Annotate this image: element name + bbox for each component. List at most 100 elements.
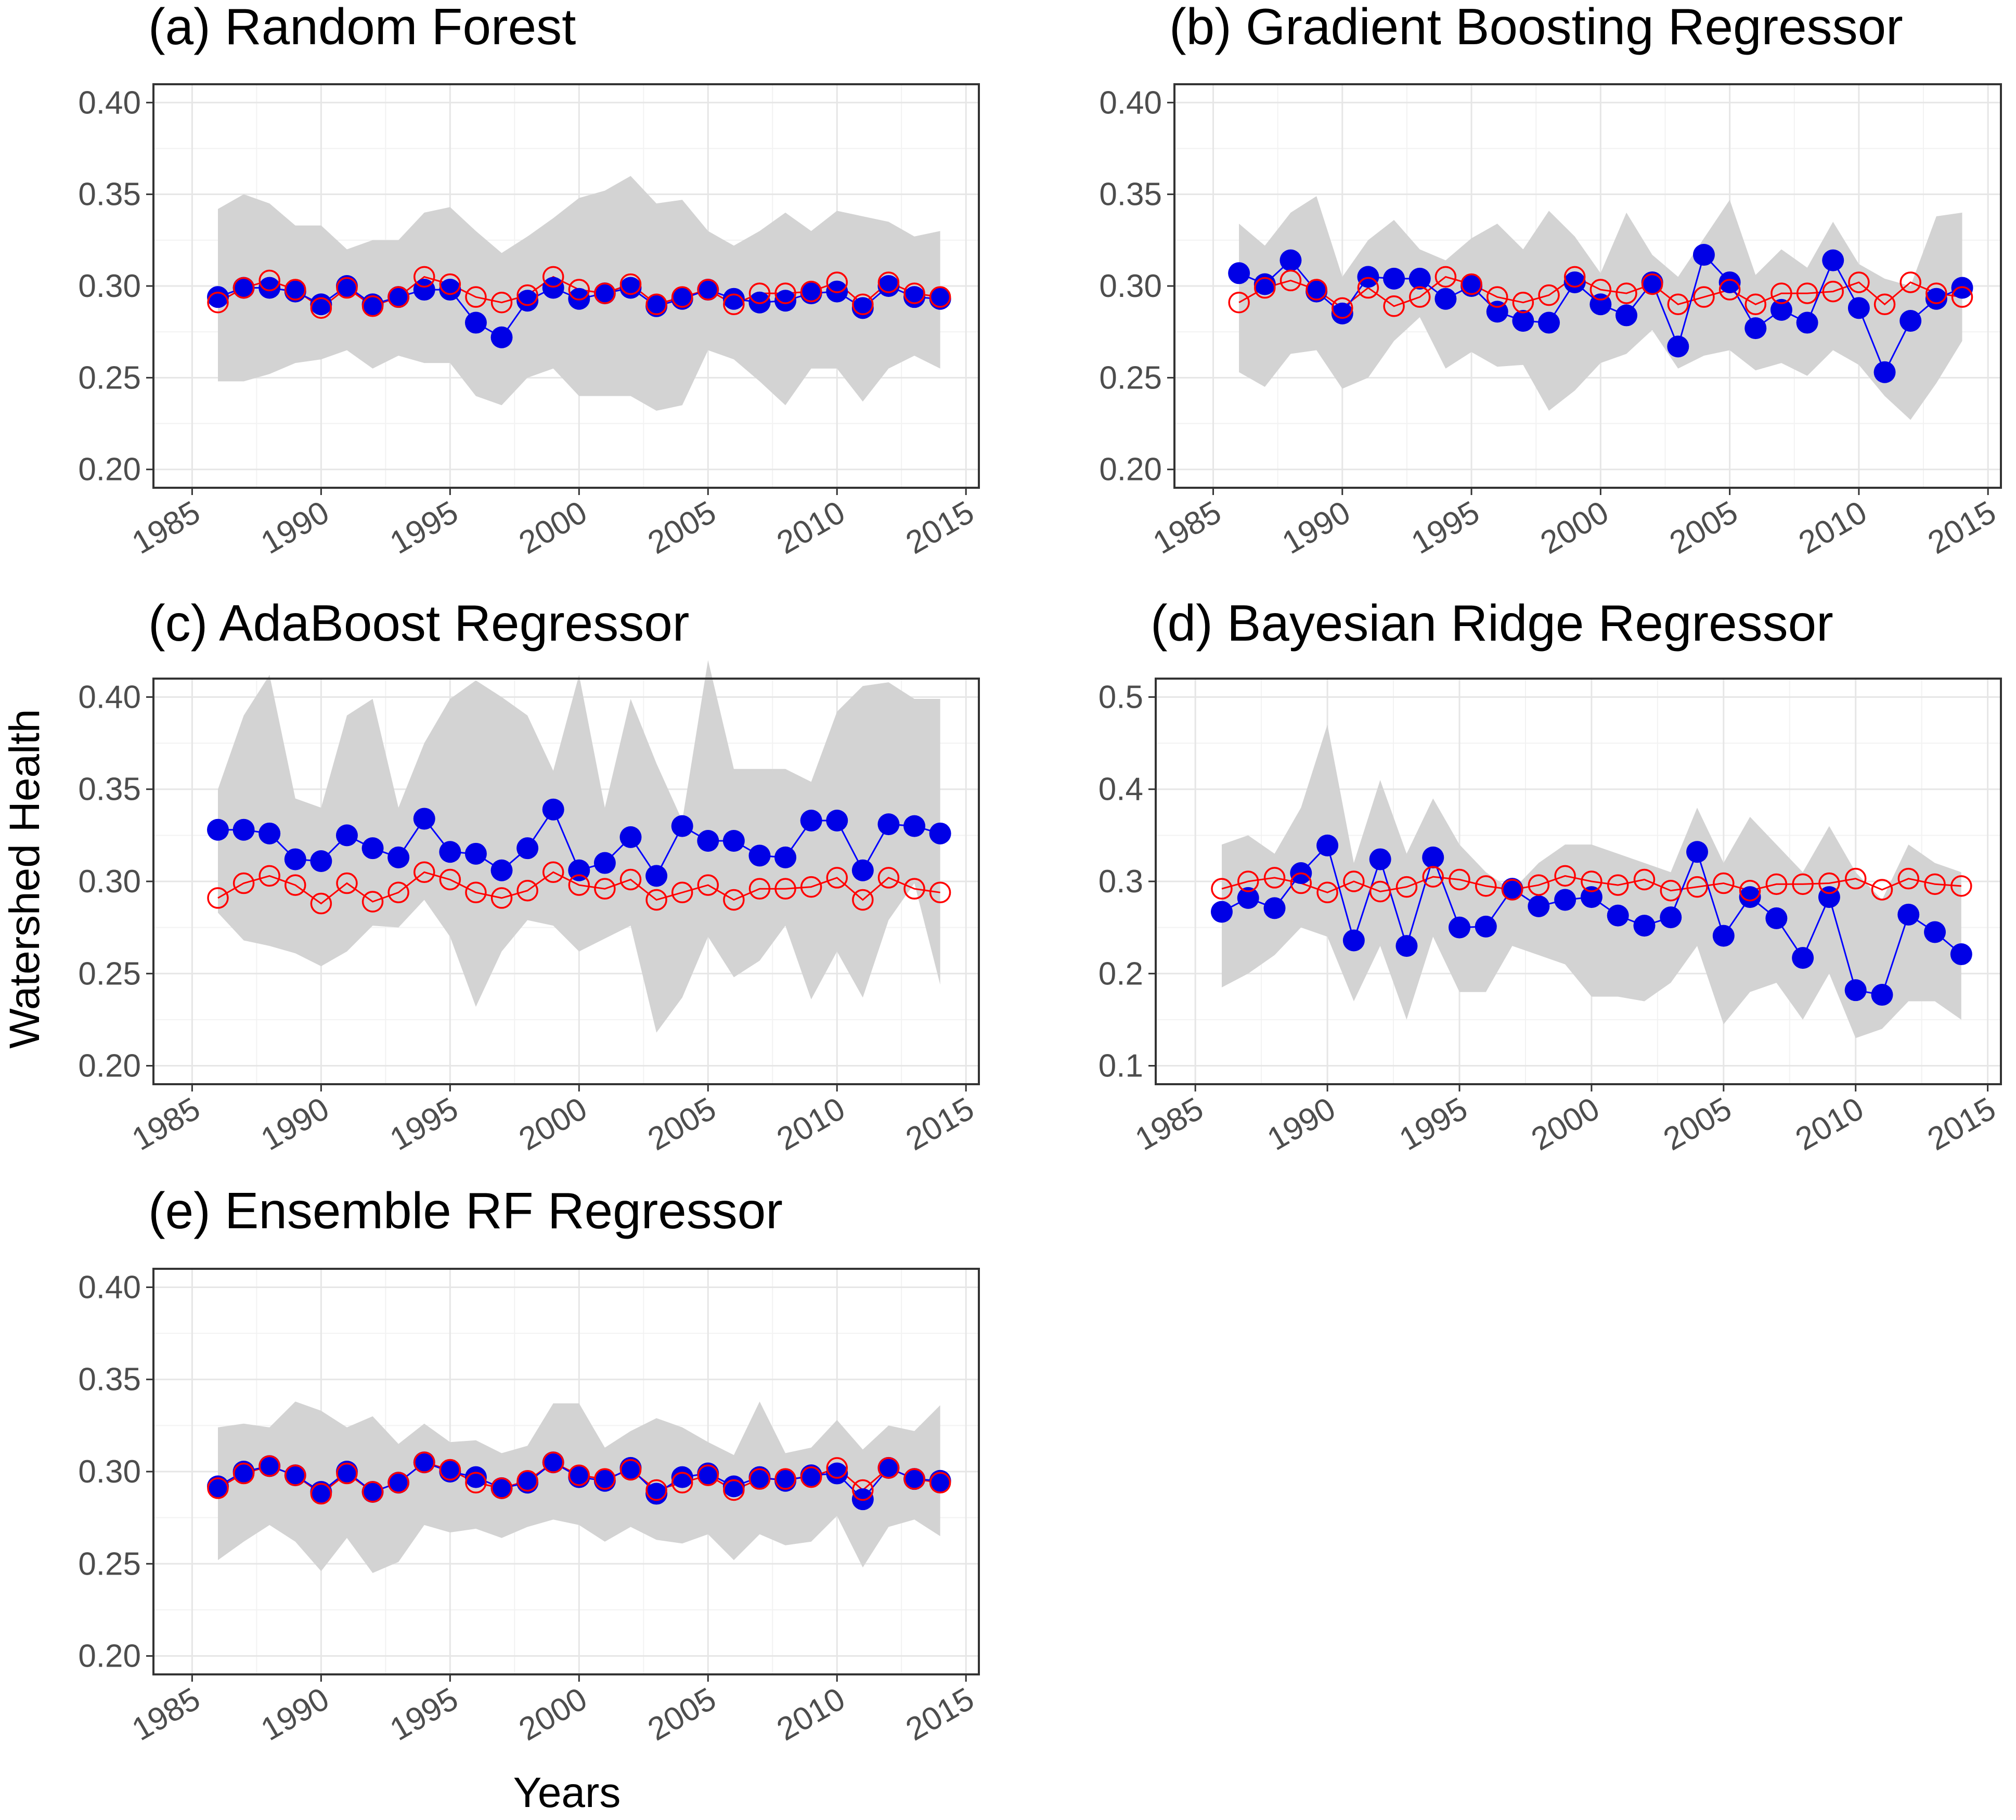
observed-point [877,271,900,293]
observed-point [207,887,229,909]
observed-point [542,266,564,288]
predicted-point [542,798,564,821]
y-tick-label: 0.30 [78,1454,141,1490]
observed-point [594,878,616,900]
predicted-point [1316,834,1339,856]
observed-point [774,282,796,304]
predicted-point [1686,841,1709,863]
predicted-point [877,813,900,836]
observed-point [671,1472,693,1494]
predicted-point [1563,271,1586,293]
observed-point [748,282,771,304]
observed-point [1263,867,1286,889]
observed-point [877,1457,900,1479]
observed-point [542,1451,564,1474]
predicted-point [697,279,719,301]
y-tick-label: 0.35 [78,177,141,213]
predicted-point [413,808,435,830]
predicted-point [1357,266,1379,288]
predicted-point [516,837,539,860]
observed-point [1871,879,1893,901]
observed-point [516,1470,538,1492]
predicted-point [387,1472,410,1494]
observed-point [800,280,822,303]
observed-point [723,889,745,911]
predicted-point [335,824,358,847]
observed-point [1718,279,1741,301]
predicted-point [464,311,487,334]
observed-point [1280,269,1302,292]
observed-point [1897,867,1920,890]
predicted-point [1280,249,1302,271]
observed-point [568,1464,590,1486]
observed-point [594,1468,616,1490]
panel-d: (d) Bayesian Ridge Regressor 0.1 0.2 0.3 0.… [1099,594,2002,1158]
y-tick-label: 0.25 [78,1546,141,1582]
observed-point [387,1472,409,1494]
observed-point [671,286,693,308]
observed-point [1589,279,1612,301]
panel-a: (a) Random Forest 0.200.250.300.350.4019… [78,0,980,561]
observed-point [1739,879,1761,902]
observed-point [1951,286,1973,308]
predicted-point [1331,302,1353,324]
y-tick-label: 0.30 [78,268,141,304]
predicted-point [1228,262,1250,284]
observed-point [1211,878,1233,900]
observed-point [568,279,590,301]
predicted-point [877,1457,900,1479]
observed-point [1475,875,1497,897]
observed-point [1316,881,1338,904]
observed-point [1950,875,1972,897]
observed-point [413,861,435,883]
predicted-point [310,293,332,316]
observed-point [619,1459,642,1481]
y-tick-label: 0.20 [78,452,141,488]
predicted-point [851,859,874,881]
observed-point [1667,293,1689,316]
predicted-point [284,848,306,870]
observed-point [439,868,461,891]
predicted-point [1897,903,1920,926]
predicted-point [1408,267,1431,290]
predicted-point [206,286,229,308]
panel-title: (c) AdaBoost Regressor [148,594,689,652]
observed-point [285,279,306,301]
y-tick-label: 0.5 [1099,679,1143,715]
observed-point [1686,876,1708,898]
predicted-point [1712,925,1735,947]
predicted-point [1796,311,1818,334]
predicted-point [490,859,513,881]
observed-point [671,881,693,904]
predicted-point [1924,921,1946,943]
panel-c: (c) AdaBoost Regressor 0.20 0.25 0.30 0.35 0… [78,594,980,1158]
y-tick-label: 0.3 [1099,864,1143,900]
predicted-point [593,852,616,874]
predicted-point [310,850,332,872]
observed-point [259,865,280,887]
observed-point [852,889,874,911]
observed-point [1554,865,1576,887]
observed-point [465,881,487,904]
observed-point [1357,277,1379,299]
predicted-point [1718,271,1741,293]
observed-point [929,1472,951,1494]
panel-e: (e) Ensemble RF Regressor 0.20 0.25 0.30 0.… [78,1182,980,1748]
predicted-point [826,810,848,831]
y-tick-label: 0.40 [78,679,141,715]
observed-point [1713,872,1735,894]
predicted-point [1607,904,1629,927]
predicted-point [1844,979,1867,1002]
observed-point [645,293,667,316]
y-tick-label: 0.35 [78,1362,141,1398]
predicted-point [851,297,874,319]
predicted-point [1667,335,1689,358]
observed-point [800,1466,822,1488]
predicted-point [722,288,745,310]
predicted-point [387,286,410,308]
observed-point [1844,867,1867,890]
x-axis-title: Years [513,1769,621,1816]
predicted-point [1528,895,1550,917]
predicted-point [593,282,616,305]
